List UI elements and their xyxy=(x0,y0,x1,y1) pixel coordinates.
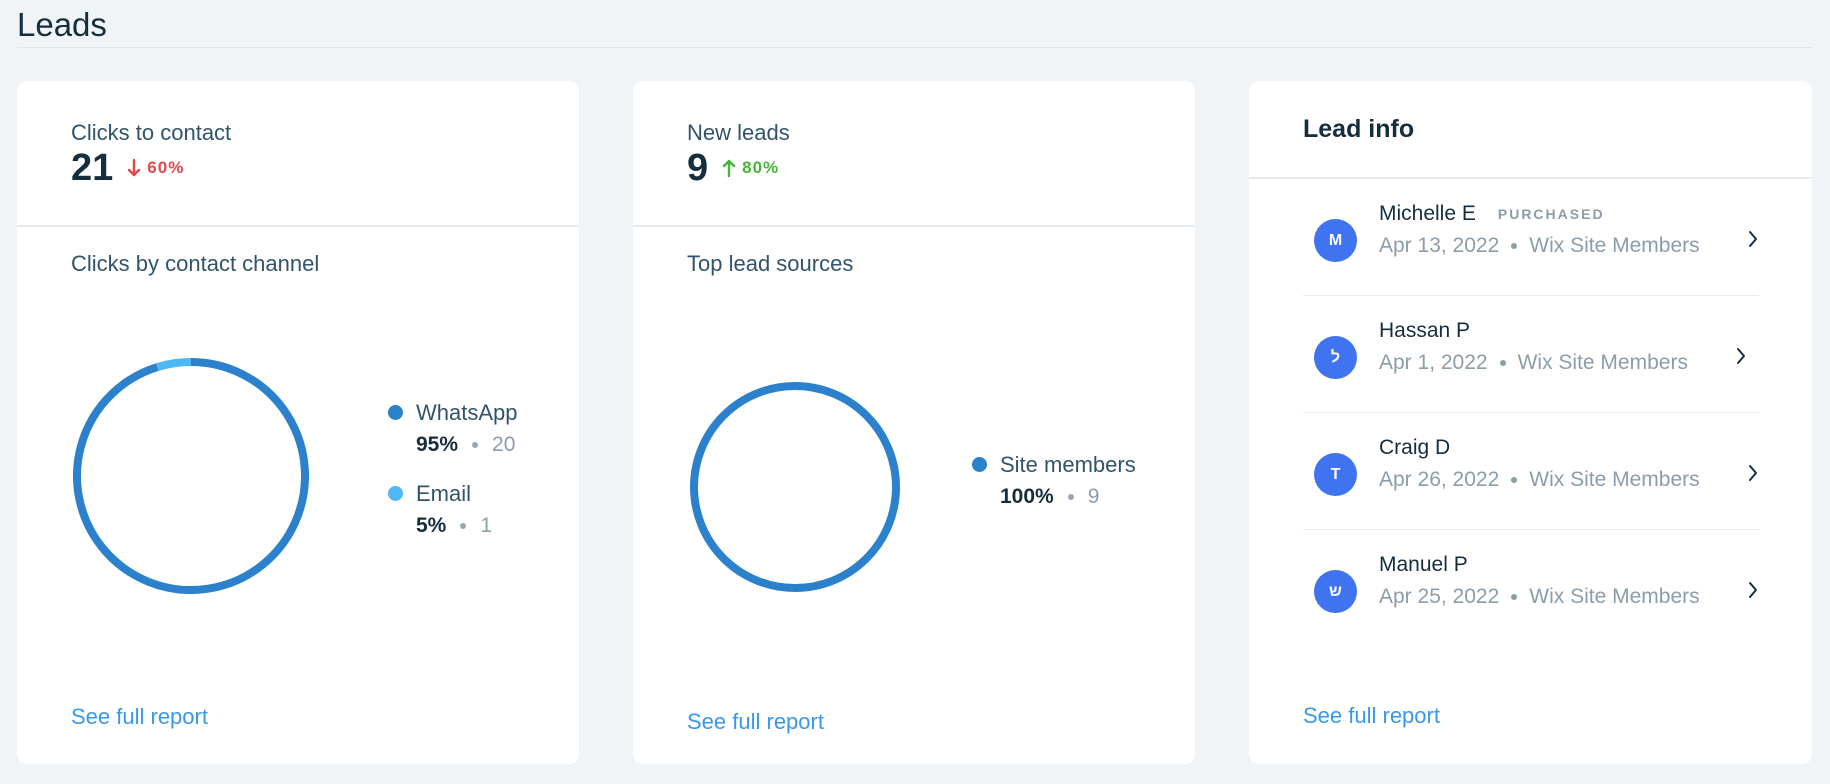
clicks-to-contact-card: Clicks to contact 21 60% Clicks by conta… xyxy=(17,81,579,764)
lead-meta: Apr 1, 2022 Wix Site Members xyxy=(1379,351,1688,375)
legend-label: Email xyxy=(416,481,472,506)
avatar: M xyxy=(1314,219,1357,262)
donut-slice-whatsapp xyxy=(73,358,309,594)
separator-dot xyxy=(460,523,467,529)
section-title: Clicks by contact channel xyxy=(71,251,320,276)
lead-date: Apr 13, 2022 xyxy=(1379,234,1500,257)
chevron-right-icon[interactable] xyxy=(1735,346,1747,366)
see-full-report-link[interactable]: See full report xyxy=(71,704,208,729)
legend-stats: 5% 1 xyxy=(388,514,518,538)
donut-slice-email xyxy=(156,358,192,371)
contact-channel-donut-chart xyxy=(73,358,309,594)
donut-slice-site-members xyxy=(690,382,900,592)
lead-meta: Apr 25, 2022 Wix Site Members xyxy=(1379,585,1700,609)
kpi-label: New leads xyxy=(687,120,790,145)
legend-dot xyxy=(388,405,403,420)
status-badge: PURCHASED xyxy=(1497,206,1605,222)
lead-source: Wix Site Members xyxy=(1529,234,1700,257)
separator-dot xyxy=(1511,594,1518,600)
card-divider xyxy=(1249,177,1812,179)
lead-list: M Michelle E PURCHASED Apr 13, 2022 Wix … xyxy=(1303,179,1759,647)
lead-row[interactable]: ל Hassan P Apr 1, 2022 Wix Site Members xyxy=(1303,296,1759,413)
chart-legend: WhatsApp 95% 20 Email 5% 1 xyxy=(388,399,518,561)
title-divider xyxy=(17,47,1812,48)
see-full-report-link[interactable]: See full report xyxy=(687,709,824,734)
chevron-right-icon[interactable] xyxy=(1747,580,1759,600)
page-title: Leads xyxy=(17,6,107,43)
lead-row[interactable]: ש Manuel P Apr 25, 2022 Wix Site Members xyxy=(1303,530,1759,647)
lead-row[interactable]: T Craig D Apr 26, 2022 Wix Site Members xyxy=(1303,413,1759,530)
lead-source: Wix Site Members xyxy=(1529,468,1700,491)
lead-name: Hassan P xyxy=(1379,319,1471,342)
legend-item-whatsapp: WhatsApp 95% 20 xyxy=(388,399,518,457)
legend-dot xyxy=(388,486,403,501)
lead-name: Craig D xyxy=(1379,436,1451,459)
lead-name: Michelle E xyxy=(1379,202,1476,225)
lead-name-line: Hassan P xyxy=(1379,319,1492,343)
see-full-report-link[interactable]: See full report xyxy=(1303,703,1440,728)
trend-indicator: 80% xyxy=(722,158,779,178)
separator-dot xyxy=(1511,243,1518,249)
lead-name-line: Craig D xyxy=(1379,436,1472,460)
legend-count: 20 xyxy=(492,433,516,456)
card-divider xyxy=(633,225,1195,227)
lead-name: Manuel P xyxy=(1379,553,1468,576)
legend-dot xyxy=(972,457,987,472)
legend-count: 1 xyxy=(480,514,493,537)
legend-label: Site members xyxy=(1000,452,1136,477)
lead-info-title: Lead info xyxy=(1303,115,1415,143)
legend-count: 9 xyxy=(1087,485,1100,508)
kpi-value: 21 xyxy=(71,147,114,189)
trend-percent: 80% xyxy=(742,158,780,177)
avatar: ש xyxy=(1314,570,1357,613)
kpi-row: 9 80% xyxy=(687,149,779,187)
new-leads-card: New leads 9 80% Top lead sources Site me… xyxy=(633,81,1195,764)
chevron-right-icon[interactable] xyxy=(1747,229,1759,249)
avatar: ל xyxy=(1314,336,1357,379)
avatar: T xyxy=(1314,453,1357,496)
separator-dot xyxy=(472,442,479,448)
legend-item-email: Email 5% 1 xyxy=(388,480,518,538)
lead-date: Apr 25, 2022 xyxy=(1379,585,1500,608)
kpi-label: Clicks to contact xyxy=(71,120,232,145)
section-title: Top lead sources xyxy=(687,251,854,276)
legend-percent: 100% xyxy=(1000,485,1054,508)
separator-dot xyxy=(1511,477,1518,483)
chart-legend: Site members 100% 9 xyxy=(972,451,1136,532)
chevron-right-icon[interactable] xyxy=(1747,463,1759,483)
trend-percent: 60% xyxy=(147,158,185,177)
arrow-down-icon xyxy=(128,158,141,177)
separator-dot xyxy=(1067,494,1074,500)
arrow-up-icon xyxy=(722,159,736,178)
lead-meta: Apr 26, 2022 Wix Site Members xyxy=(1379,468,1700,492)
separator-dot xyxy=(1499,360,1506,366)
legend-label: WhatsApp xyxy=(416,400,518,425)
legend-item-site-members: Site members 100% 9 xyxy=(972,451,1136,509)
lead-source: Wix Site Members xyxy=(1529,585,1700,608)
lead-info-card: Lead info M Michelle E PURCHASED Apr 13,… xyxy=(1249,81,1812,764)
kpi-value: 9 xyxy=(687,147,709,189)
lead-row[interactable]: M Michelle E PURCHASED Apr 13, 2022 Wix … xyxy=(1303,179,1759,296)
lead-name-line: Michelle E PURCHASED xyxy=(1379,202,1605,226)
lead-meta: Apr 13, 2022 Wix Site Members xyxy=(1379,234,1700,258)
lead-date: Apr 26, 2022 xyxy=(1379,468,1500,491)
lead-sources-donut-chart xyxy=(690,382,900,592)
lead-date: Apr 1, 2022 xyxy=(1379,351,1488,374)
lead-name-line: Manuel P xyxy=(1379,553,1490,577)
card-divider xyxy=(17,225,579,227)
legend-stats: 95% 20 xyxy=(388,433,518,457)
legend-percent: 95% xyxy=(416,433,459,456)
kpi-row: 21 60% xyxy=(71,149,184,187)
legend-percent: 5% xyxy=(416,514,447,537)
legend-stats: 100% 9 xyxy=(972,485,1136,509)
lead-source: Wix Site Members xyxy=(1517,351,1688,374)
trend-indicator: 60% xyxy=(127,158,184,178)
